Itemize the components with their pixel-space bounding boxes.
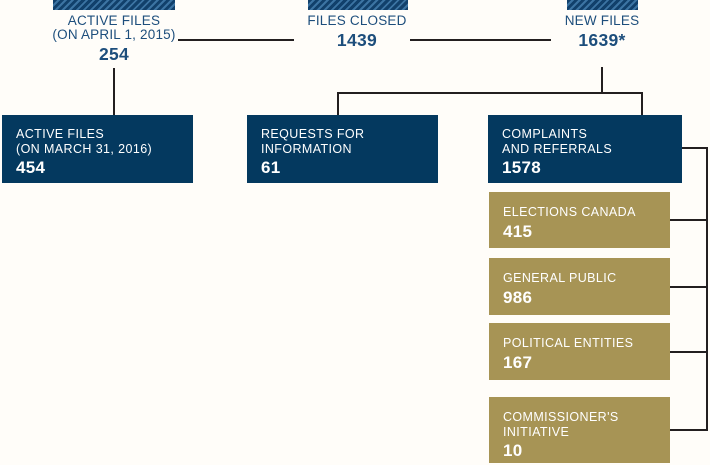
node-value: 1439 xyxy=(336,30,378,50)
node-files-closed: FILES CLOSED 1439 xyxy=(277,13,437,50)
node-new-files: NEW FILES 1639* xyxy=(522,13,682,50)
connector-branch-to-complaints xyxy=(641,92,643,115)
connector-closed-to-new xyxy=(410,39,551,41)
connector-1639-down xyxy=(601,67,603,94)
box-sublabel: AND REFERRALS xyxy=(502,141,613,156)
box-value: 10 xyxy=(503,441,523,460)
box-complaints-and-referrals: COMPLAINTS AND REFERRALS 1578 xyxy=(488,115,682,183)
box-sublabel: (ON MARCH 31, 2016) xyxy=(16,141,153,156)
connector-public-stub xyxy=(670,286,708,288)
box-label: POLITICAL ENTITIES xyxy=(503,336,634,350)
connector-initiative-stub xyxy=(670,429,708,431)
node-label: NEW FILES xyxy=(564,13,640,28)
connector-political-stub xyxy=(670,351,708,353)
node-value: 1639* xyxy=(578,30,626,50)
box-commissioners-initiative: COMMISSIONER'S INITIATIVE 10 xyxy=(489,397,670,463)
box-value: 986 xyxy=(503,287,533,307)
connector-254-down xyxy=(113,68,115,115)
box-label: COMPLAINTS xyxy=(502,127,588,141)
node-label: FILES CLOSED xyxy=(307,13,407,28)
box-value: 167 xyxy=(503,352,533,372)
box-sublabel: INITIATIVE xyxy=(503,424,570,439)
connector-complaints-stub xyxy=(682,147,708,149)
node-value: 254 xyxy=(98,44,130,64)
box-active-files-2016: ACTIVE FILES (ON MARCH 31, 2016) 454 xyxy=(2,115,193,183)
hatched-bar-new-files xyxy=(567,0,638,10)
hatched-bar-files-closed xyxy=(308,0,408,10)
box-political-entities: POLITICAL ENTITIES 167 xyxy=(489,323,670,380)
connector-elections-stub xyxy=(670,219,708,221)
box-value: 415 xyxy=(503,221,533,241)
box-label: ACTIVE FILES xyxy=(16,127,105,141)
box-sublabel: INFORMATION xyxy=(261,141,352,156)
node-sublabel: (ON APRIL 1, 2015) xyxy=(52,27,176,42)
box-value: 61 xyxy=(261,158,281,177)
hatched-bar-active-files-2015 xyxy=(53,0,175,10)
connector-bracket-vertical xyxy=(706,147,708,431)
connector-branch-to-requests xyxy=(337,92,339,115)
box-label: COMMISSIONER'S xyxy=(503,410,619,424)
box-elections-canada: ELECTIONS CANADA 415 xyxy=(489,192,670,248)
box-label: GENERAL PUBLIC xyxy=(503,271,617,285)
connector-branch-horizontal xyxy=(337,92,643,94)
node-label: ACTIVE FILES xyxy=(67,13,161,28)
box-value: 454 xyxy=(16,158,46,177)
node-active-files-2015: ACTIVE FILES (ON APRIL 1, 2015) 254 xyxy=(34,13,194,64)
box-label: ELECTIONS CANADA xyxy=(503,205,636,219)
box-general-public: GENERAL PUBLIC 986 xyxy=(489,258,670,315)
box-label: REQUESTS FOR xyxy=(261,127,365,141)
box-requests-for-information: REQUESTS FOR INFORMATION 61 xyxy=(247,115,438,183)
connector-active-to-closed xyxy=(178,39,294,41)
box-value: 1578 xyxy=(502,158,542,177)
